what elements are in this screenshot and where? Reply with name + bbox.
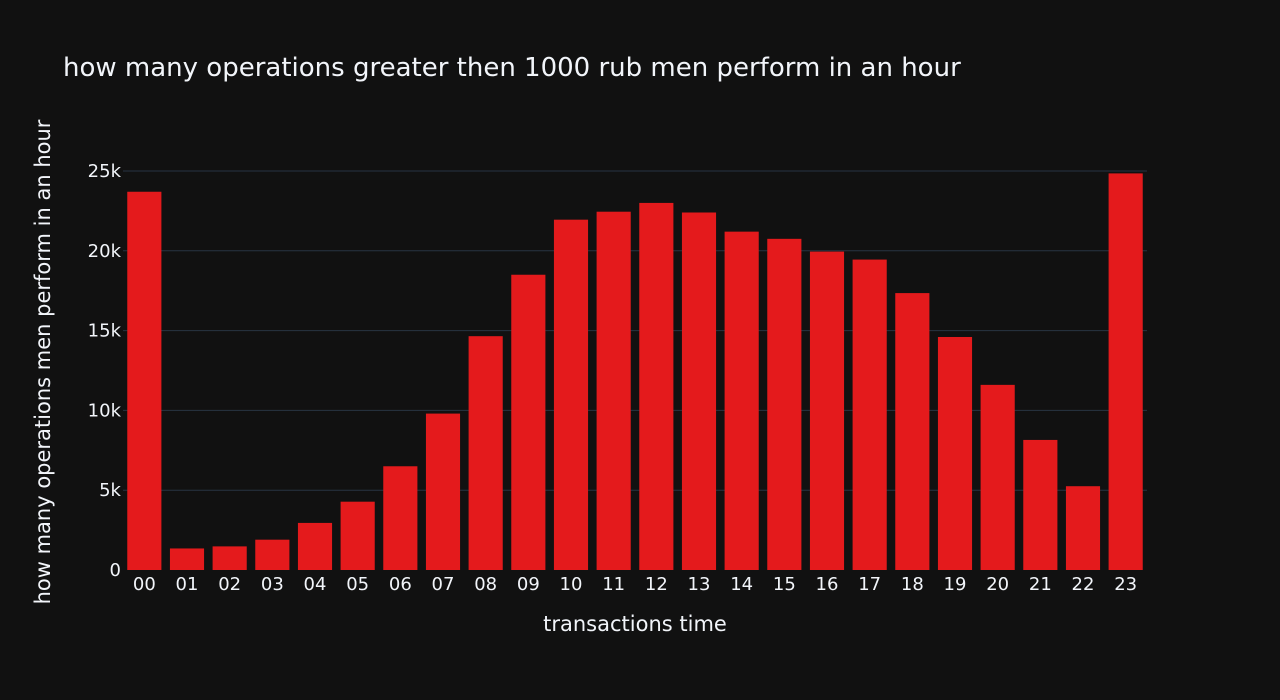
bar-13[interactable] <box>681 212 717 570</box>
x-tick-label: 02 <box>218 574 241 595</box>
y-tick-label: 0 <box>110 560 121 581</box>
y-tick-label: 5k <box>99 480 121 501</box>
bar-08[interactable] <box>468 336 503 570</box>
x-tick-label: 12 <box>645 574 668 595</box>
x-tick-label: 10 <box>560 574 583 595</box>
x-tick-label: 23 <box>1114 574 1137 595</box>
x-tick-label: 03 <box>261 574 284 595</box>
bar-14[interactable] <box>724 231 759 570</box>
bar-11[interactable] <box>596 211 631 570</box>
x-tick-label: 14 <box>730 574 753 595</box>
x-axis-title: transactions time <box>543 612 727 636</box>
x-tick-label: 05 <box>346 574 369 595</box>
y-tick-label: 20k <box>88 241 122 262</box>
x-tick-label: 13 <box>688 574 711 595</box>
bar-22[interactable] <box>1065 486 1101 570</box>
chart-title: how many operations greater then 1000 ru… <box>63 53 961 83</box>
bar-00[interactable] <box>127 191 162 571</box>
bar-09[interactable] <box>511 274 546 570</box>
bar-03[interactable] <box>255 539 290 570</box>
y-tick-label: 25k <box>88 161 122 182</box>
bar-10[interactable] <box>553 219 589 571</box>
bar-23[interactable] <box>1108 173 1143 571</box>
bar-17[interactable] <box>852 259 887 570</box>
x-tick-label: 17 <box>858 574 881 595</box>
x-tick-label: 04 <box>304 574 327 595</box>
x-tick-label: 11 <box>602 574 625 595</box>
x-tick-label: 20 <box>986 574 1009 595</box>
bar-19[interactable] <box>937 336 973 570</box>
bar-15[interactable] <box>767 238 802 570</box>
x-axis-ticks: 00 01 02 03 04 05 06 07 08 09 10 11 12 13 14 15 16 17 18 19… <box>133 574 1137 595</box>
x-tick-label: 08 <box>474 574 497 595</box>
bar-05[interactable] <box>340 501 375 570</box>
x-tick-label: 09 <box>517 574 540 595</box>
bar-06[interactable] <box>383 466 418 570</box>
bar-20[interactable] <box>980 384 1015 570</box>
x-tick-label: 19 <box>944 574 967 595</box>
x-tick-label: 01 <box>176 574 199 595</box>
bar-16[interactable] <box>809 251 845 570</box>
x-tick-label: 06 <box>389 574 412 595</box>
y-tick-label: 15k <box>88 321 122 342</box>
grid-layer <box>123 170 1147 491</box>
bar-04[interactable] <box>297 522 333 570</box>
bar-18[interactable] <box>895 293 930 570</box>
bar-12[interactable] <box>639 202 674 571</box>
bars-layer <box>127 173 1143 571</box>
y-axis-title: how many operations men perform in an ho… <box>31 119 55 604</box>
x-tick-label: 16 <box>816 574 839 595</box>
bar-07[interactable] <box>425 413 461 570</box>
x-tick-label: 18 <box>901 574 924 595</box>
x-tick-label: 15 <box>773 574 796 595</box>
bar-02[interactable] <box>212 546 247 570</box>
y-axis-ticks: 0 5k 10k 15k 20k 25k <box>88 161 122 581</box>
bar-01[interactable] <box>169 548 205 570</box>
x-tick-label: 22 <box>1072 574 1095 595</box>
x-tick-label: 07 <box>432 574 455 595</box>
x-tick-label: 00 <box>133 574 156 595</box>
bar-21[interactable] <box>1023 439 1058 570</box>
x-tick-label: 21 <box>1029 574 1052 595</box>
y-tick-label: 10k <box>88 400 122 421</box>
